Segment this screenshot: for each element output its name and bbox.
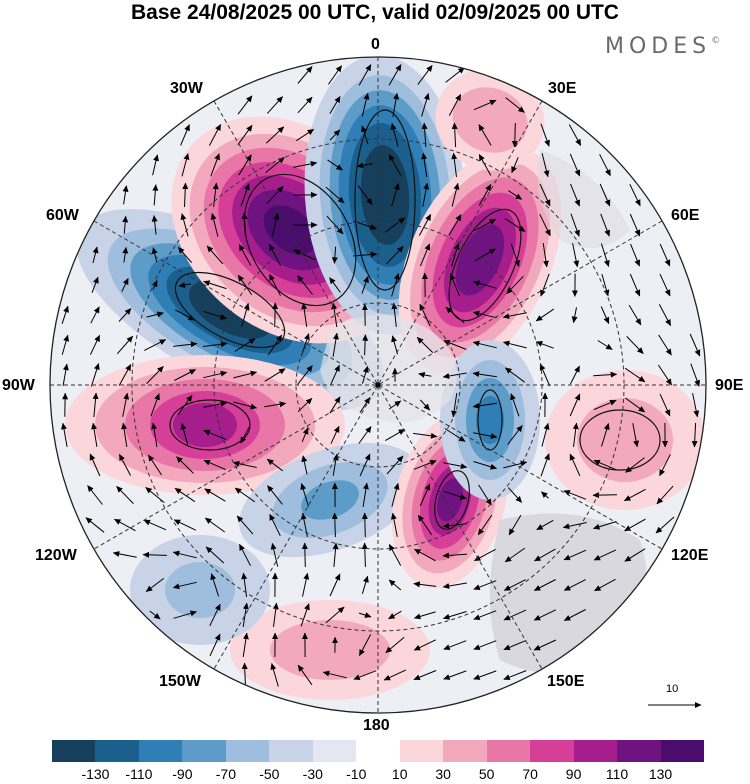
longitude-label-150e: 150E xyxy=(547,673,584,691)
reference-vector: 10 xyxy=(646,683,706,713)
longitude-label-150w: 150W xyxy=(159,673,201,691)
colorbar-tick-label: -90 xyxy=(172,766,192,782)
colorbar-tick-label: -10 xyxy=(346,766,366,782)
colorbar-tick-label: -30 xyxy=(303,766,323,782)
colorbar-swatch xyxy=(661,740,704,762)
colorbar-tick-label: 30 xyxy=(435,766,451,782)
colorbar-tick-label: 90 xyxy=(566,766,582,782)
longitude-label-90e: 90E xyxy=(715,377,743,395)
colorbar-ticks: -130 -110 -90 -70 -50 -30 -10 10 30 50 70 90 110 130 xyxy=(0,766,750,784)
longitude-label-120e: 120E xyxy=(671,547,708,565)
longitude-label-0: 0 xyxy=(371,36,380,54)
colorbar-tick-label: 50 xyxy=(479,766,495,782)
land-mass xyxy=(490,513,647,673)
colorbar-tick-label: 70 xyxy=(522,766,538,782)
longitude-label-30e: 30E xyxy=(548,80,576,98)
colorbar-tick-label: 130 xyxy=(649,766,672,782)
colorbar-swatch xyxy=(443,740,486,762)
colorbar-tick-label: -130 xyxy=(81,766,109,782)
colorbar-swatch xyxy=(95,740,138,762)
wind-arrow xyxy=(515,123,516,147)
colorbar-tick-label: -110 xyxy=(125,766,152,782)
colorbar-swatch xyxy=(530,740,573,762)
colorbar-swatch xyxy=(269,740,312,762)
colorbar xyxy=(52,740,704,762)
wind-arrow xyxy=(293,195,317,196)
colorbar-swatch xyxy=(139,740,182,762)
north-pole-marker xyxy=(376,383,381,388)
longitude-label-60w: 60W xyxy=(46,207,79,225)
colorbar-swatch xyxy=(52,740,95,762)
colorbar-swatch xyxy=(617,740,660,762)
anomaly-center xyxy=(545,370,705,510)
colorbar-swatch xyxy=(487,740,530,762)
colorbar-swatch xyxy=(574,740,617,762)
colorbar-tick-label: -70 xyxy=(216,766,236,782)
longitude-label-30w: 30W xyxy=(170,80,203,98)
colorbar-swatch xyxy=(226,740,269,762)
colorbar-tick-label: -50 xyxy=(259,766,279,782)
wind-arrow xyxy=(275,303,276,327)
longitude-label-180: 180 xyxy=(363,717,390,735)
anomaly-center xyxy=(130,535,270,645)
colorbar-swatch xyxy=(356,740,399,762)
wind-arrow xyxy=(593,495,617,496)
longitude-label-90w: 90W xyxy=(2,377,35,395)
colorbar-swatch xyxy=(400,740,443,762)
colorbar-swatch xyxy=(182,740,225,762)
longitude-label-120w: 120W xyxy=(35,547,77,565)
colorbar-tick-label: 10 xyxy=(392,766,408,782)
colorbar-swatch xyxy=(313,740,356,762)
longitude-label-60e: 60E xyxy=(671,207,699,225)
colorbar-tick-label: 110 xyxy=(606,766,628,782)
wind-arrow xyxy=(305,543,306,567)
wind-arrow xyxy=(365,513,366,537)
